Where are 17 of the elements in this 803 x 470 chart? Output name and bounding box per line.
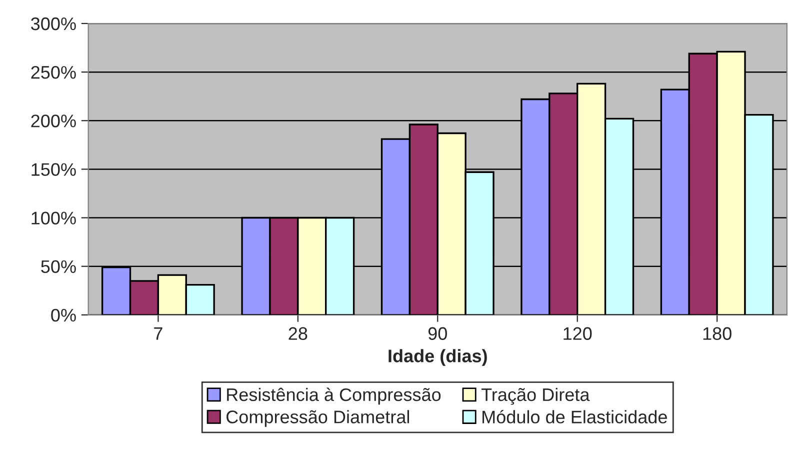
legend-label: Tração Direta — [481, 388, 590, 405]
y-tick-label: 100% — [32, 212, 76, 224]
y-tick-label: 250% — [31, 66, 76, 79]
y-tick-label: 50% — [41, 260, 76, 274]
x-tick-label: 90 — [428, 327, 447, 340]
x-tick-label: 28 — [288, 327, 308, 340]
x-tick-label: 180 — [703, 327, 732, 340]
y-tick-label: 0% — [51, 308, 76, 322]
legend-label: Módulo de Elasticidade — [482, 410, 667, 424]
x-tick-label: 7 — [154, 327, 162, 340]
y-tick-label: 150% — [32, 163, 76, 176]
legend-label: Resistência à Compressão — [227, 388, 441, 405]
legend-label: Compressão Diametral — [226, 410, 410, 427]
x-tick-label: 120 — [564, 327, 592, 340]
x-axis-title: Idade (dias) — [388, 349, 487, 366]
y-tick-label: 200% — [31, 114, 76, 128]
y-tick-label: 300% — [31, 17, 76, 30]
